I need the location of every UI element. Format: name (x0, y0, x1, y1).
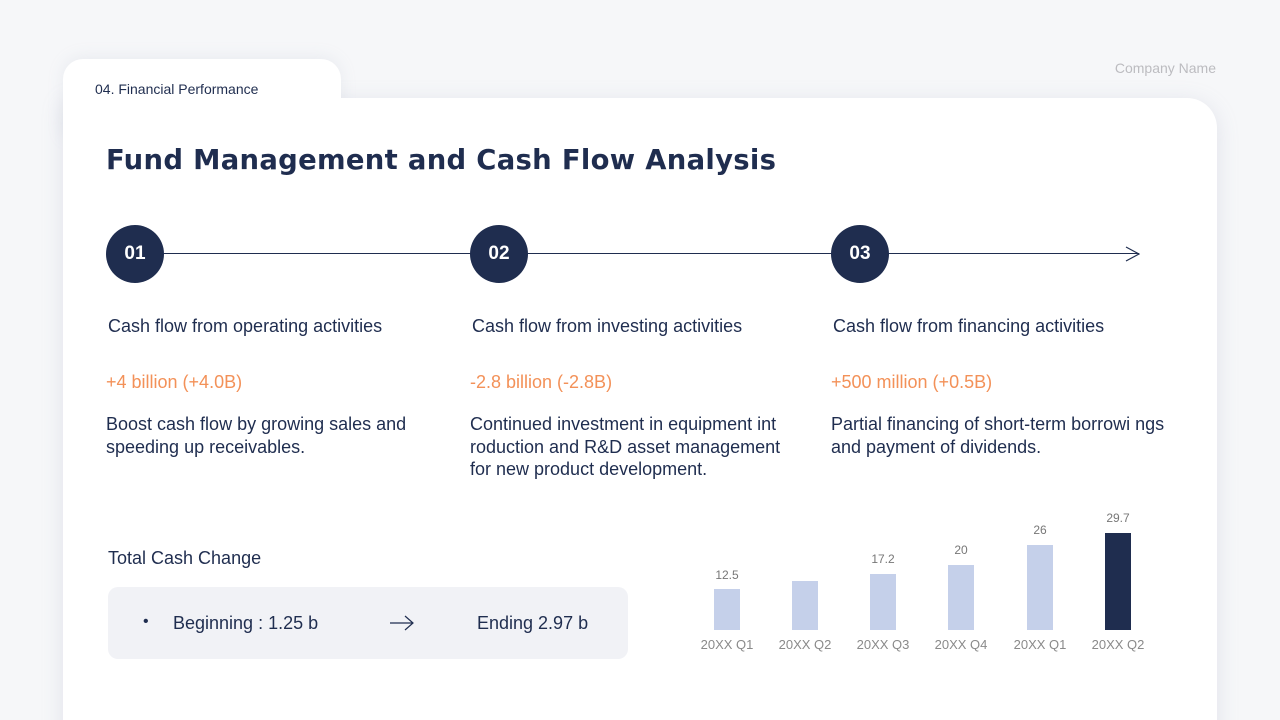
x-axis-label: 20XX Q2 (1091, 637, 1145, 652)
step-value-investing: -2.8 billion (-2.8B) (470, 372, 613, 392)
bar-value-label: 17.2 (871, 552, 895, 566)
step-desc-operating: Boost cash flow by growing sales and spe… (106, 414, 407, 457)
bar-value-label: 12.5 (715, 568, 739, 582)
arrow-right-icon (390, 615, 414, 631)
step-badge-2: 02 (470, 225, 528, 283)
bar (870, 574, 896, 630)
tab-join (63, 80, 341, 140)
step-value-financing: +500 million (+0.5B) (831, 372, 993, 392)
bar (792, 581, 818, 630)
x-axis-label: 20XX Q1 (700, 637, 754, 652)
quarterly-bar-chart: 12.5 17.2 20 26 29.7 20XX Q1 20XX Q2 20X… (690, 500, 1160, 660)
ending-value: Ending 2.97 b (477, 613, 589, 633)
step-badge-3: 03 (831, 225, 889, 283)
x-axis-label: 20XX Q2 (778, 637, 832, 652)
step-value-operating: +4 billion (+4.0B) (106, 372, 243, 392)
step-desc-investing: Continued investment in equipment int ro… (470, 414, 781, 479)
bullet-icon: • (143, 613, 149, 630)
bar (1027, 545, 1053, 630)
company-name: Company Name (1114, 60, 1216, 76)
page-title: Fund Management and Cash Flow Analysis (106, 143, 777, 176)
x-axis-label: 20XX Q4 (934, 637, 988, 652)
step-badge-1: 01 (106, 225, 164, 283)
step-heading-financing: Cash flow from financing activities (833, 316, 1105, 336)
timeline-line (134, 253, 1139, 254)
bar (714, 589, 740, 630)
beginning-value: Beginning : 1.25 b (173, 613, 319, 633)
step-heading-investing: Cash flow from investing activities (472, 316, 743, 336)
bar (948, 565, 974, 630)
bar-value-label: 29.7 (1106, 511, 1130, 525)
bar-value-label: 26 (1033, 523, 1047, 537)
x-axis-label: 20XX Q1 (1013, 637, 1067, 652)
step-heading-operating: Cash flow from operating activities (108, 316, 383, 336)
bar-highlight (1105, 533, 1131, 630)
total-cash-title: Total Cash Change (108, 548, 262, 568)
section-label: 04. Financial Performance (95, 81, 259, 97)
timeline-arrow-icon (1125, 246, 1140, 262)
total-cash-box (108, 587, 628, 659)
bar-value-label: 20 (954, 543, 968, 557)
step-desc-financing: Partial financing of short-term borrowi … (831, 414, 1165, 457)
x-axis-label: 20XX Q3 (856, 637, 910, 652)
